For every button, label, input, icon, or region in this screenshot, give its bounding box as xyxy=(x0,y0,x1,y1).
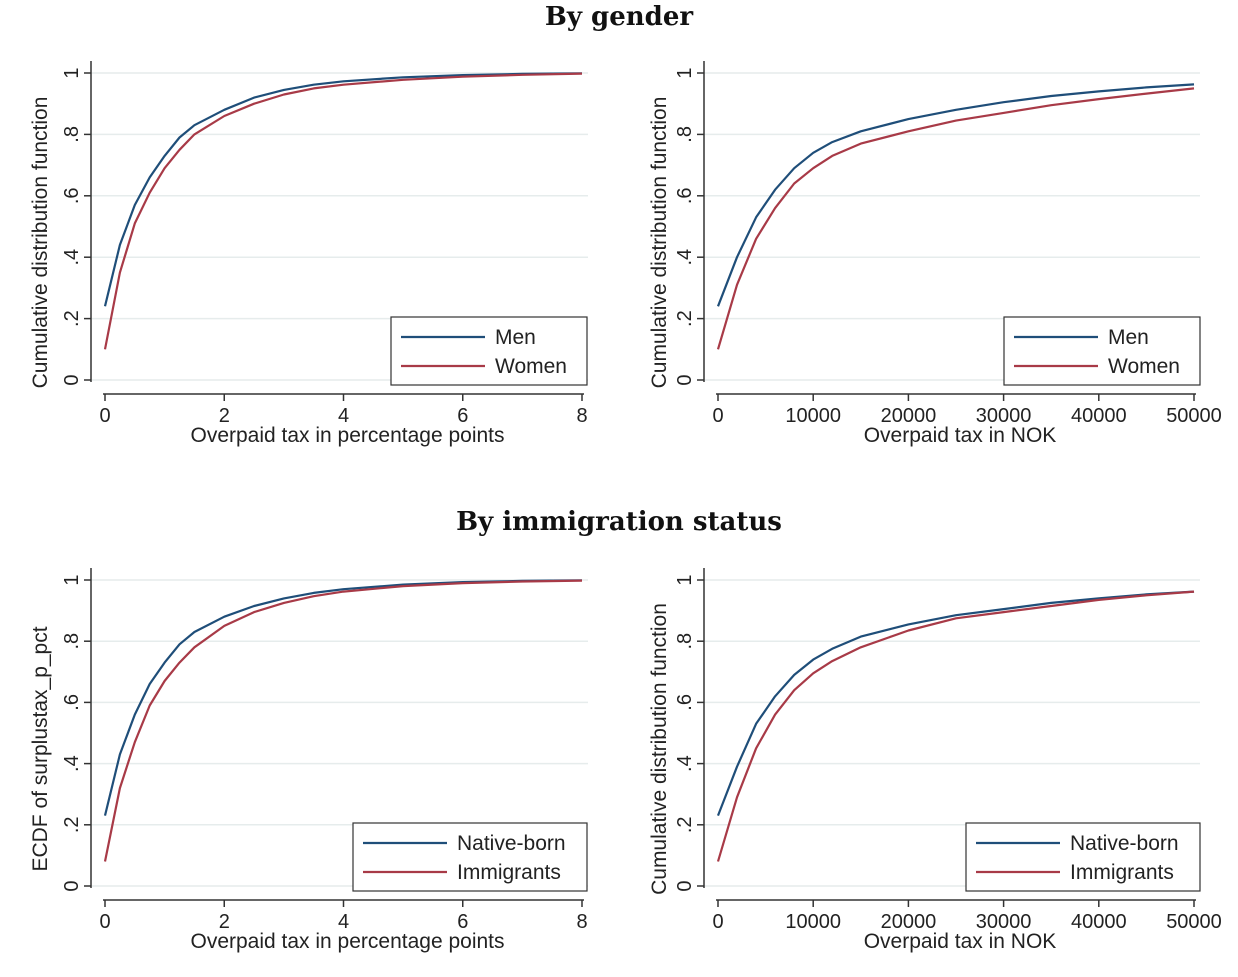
x-tick-label: 20000 xyxy=(881,405,937,427)
y-tick-label: 0 xyxy=(61,880,83,891)
y-tick-label: .4 xyxy=(61,755,83,772)
chart-immigration-nok: 0 .2 .4 .6 .8 1 0 10000 20000 30000 40000 50000 Over… xyxy=(648,568,1222,953)
x-tick-label: 8 xyxy=(576,405,587,427)
x-tick-label: 50000 xyxy=(1166,911,1222,933)
y-tick-label: .6 xyxy=(674,187,696,204)
x-tick-label: 10000 xyxy=(785,405,841,427)
y-tick-label: .6 xyxy=(61,694,83,711)
series-line-1 xyxy=(103,579,583,816)
section-title-immigration: By immigration status xyxy=(456,507,782,537)
series-line-1 xyxy=(103,72,583,307)
series-line-2 xyxy=(103,72,583,350)
y-axis-title: Cumulative distribution function xyxy=(648,97,671,389)
legend-label: Women xyxy=(1108,355,1180,378)
legend-box xyxy=(965,822,1201,892)
y-tick-label: 0 xyxy=(61,374,83,385)
x-tick-label: 6 xyxy=(457,911,468,933)
x-tick-label: 4 xyxy=(338,911,349,933)
legend-label: Immigrants xyxy=(1070,861,1174,884)
series-line-1 xyxy=(716,83,1195,307)
chart-gender-percentage: 0 .2 .4 .6 .8 1 0 2 4 6 8 Overpaid tax in percentag… xyxy=(29,61,588,447)
legend-label: Immigrants xyxy=(457,861,561,884)
y-tick-label: .2 xyxy=(61,816,83,833)
x-tick-label: 40000 xyxy=(1071,911,1127,933)
legend-label: Men xyxy=(495,326,536,349)
x-tick-label: 0 xyxy=(712,911,723,933)
y-tick-label: .2 xyxy=(674,816,696,833)
legend: Men Women xyxy=(1003,316,1201,386)
x-tick-label: 10000 xyxy=(785,911,841,933)
y-tick-label: .8 xyxy=(674,126,696,143)
x-tick-label: 0 xyxy=(712,405,723,427)
section-title-gender: By gender xyxy=(544,2,694,32)
x-axis-title: Overpaid tax in NOK xyxy=(864,930,1057,953)
y-tick-label: .4 xyxy=(674,249,696,266)
x-tick-label: 6 xyxy=(457,405,468,427)
y-tick-label: 0 xyxy=(674,880,696,891)
y-tick-label: .6 xyxy=(61,187,83,204)
x-tick-label: 40000 xyxy=(1071,405,1127,427)
y-tick-label: 1 xyxy=(674,574,696,585)
y-axis-title: Cumulative distribution function xyxy=(29,97,52,389)
y-tick-label: 1 xyxy=(61,67,83,78)
legend: Native-born Immigrants xyxy=(965,822,1201,892)
chart-immigration-percentage: 0 .2 .4 .6 .8 1 0 2 4 6 8 Overpaid tax in percentag… xyxy=(29,568,588,953)
legend-label: Women xyxy=(495,355,567,378)
y-tick-label: .4 xyxy=(61,249,83,266)
y-tick-label: .4 xyxy=(674,755,696,772)
x-tick-label: 0 xyxy=(99,911,110,933)
x-tick-label: 2 xyxy=(219,911,230,933)
x-axis-title: Overpaid tax in NOK xyxy=(864,424,1057,447)
series-line-1 xyxy=(716,590,1195,816)
y-tick-label: .8 xyxy=(61,126,83,143)
series-line-2 xyxy=(716,590,1195,862)
y-tick-label: .8 xyxy=(674,633,696,650)
x-tick-label: 30000 xyxy=(976,405,1032,427)
legend-label: Native-born xyxy=(1070,832,1179,855)
legend-box xyxy=(1003,316,1201,386)
x-tick-label: 8 xyxy=(576,911,587,933)
legend-box xyxy=(390,316,588,386)
y-tick-label: .2 xyxy=(674,310,696,327)
x-tick-label: 0 xyxy=(99,405,110,427)
y-axis-title: Cumulative distribution function xyxy=(648,603,671,895)
x-tick-label: 2 xyxy=(219,405,230,427)
y-tick-label: .8 xyxy=(61,633,83,650)
y-axis-title: ECDF of surplustax_p_pct xyxy=(29,626,52,871)
y-tick-label: .2 xyxy=(61,310,83,327)
legend: Men Women xyxy=(390,316,588,386)
legend-label: Men xyxy=(1108,326,1149,349)
legend-box xyxy=(352,822,588,892)
x-tick-label: 50000 xyxy=(1166,405,1222,427)
series-line-2 xyxy=(103,579,583,862)
y-tick-label: 1 xyxy=(61,574,83,585)
x-tick-label: 30000 xyxy=(976,911,1032,933)
legend-label: Native-born xyxy=(457,832,566,855)
x-tick-label: 4 xyxy=(338,405,349,427)
series-line-2 xyxy=(716,87,1195,350)
y-tick-label: 1 xyxy=(674,67,696,78)
legend: Native-born Immigrants xyxy=(352,822,588,892)
x-axis-title: Overpaid tax in percentage points xyxy=(190,424,504,447)
y-tick-label: .6 xyxy=(674,694,696,711)
x-tick-label: 20000 xyxy=(881,911,937,933)
chart-gender-nok: 0 .2 .4 .6 .8 1 0 10000 20000 30000 40000 50000 Over… xyxy=(648,61,1222,447)
x-axis-title: Overpaid tax in percentage points xyxy=(190,930,504,953)
y-tick-label: 0 xyxy=(674,374,696,385)
